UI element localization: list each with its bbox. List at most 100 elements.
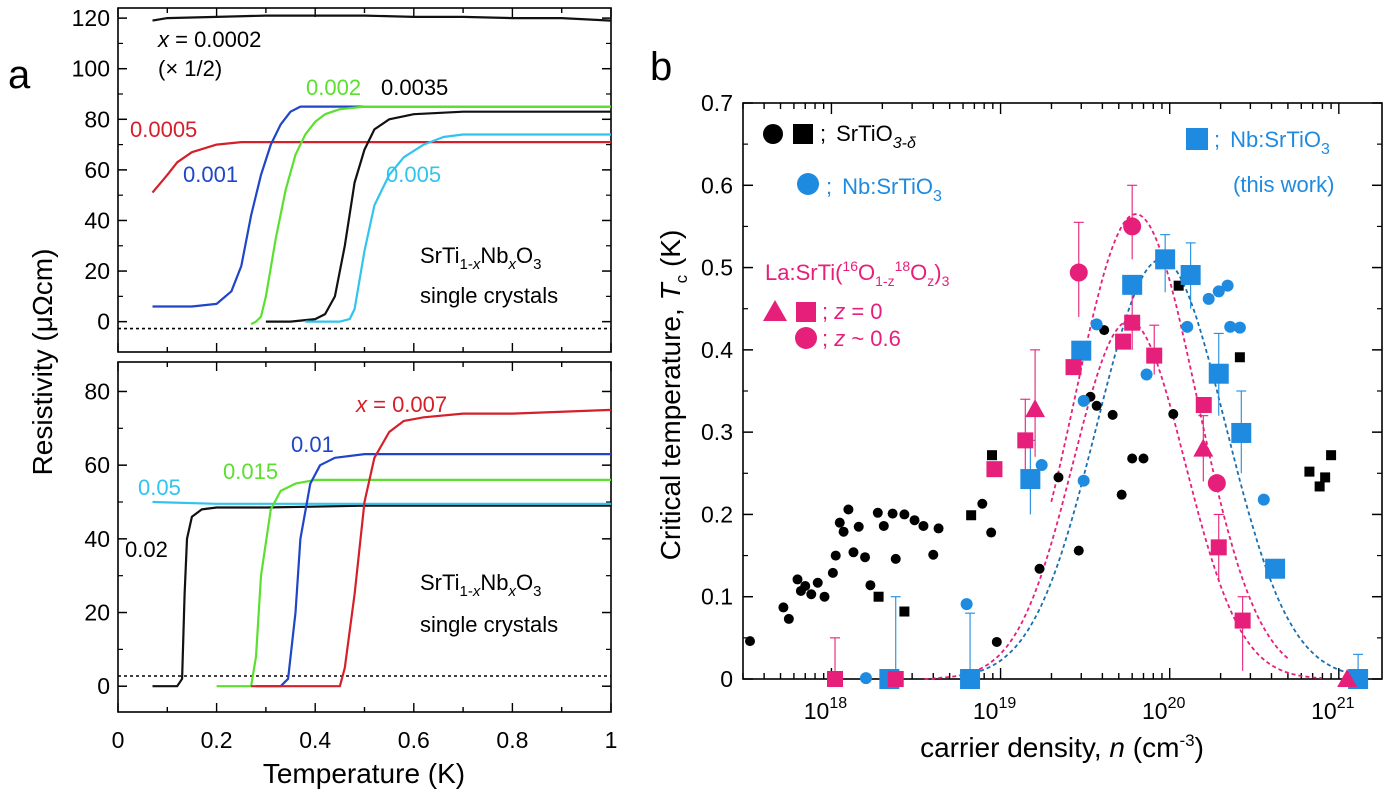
data-point-circle [890, 553, 901, 564]
data-point-square [1146, 347, 1163, 364]
data-point-circle [1099, 325, 1110, 336]
data-point-square [899, 606, 910, 617]
data-point-circle [872, 507, 883, 518]
label-001b: 0.01 [291, 432, 334, 457]
x-tick-label: 0.8 [496, 727, 528, 753]
data-point-square [1115, 333, 1132, 350]
resistivity-curve [251, 408, 612, 688]
data-point-square [966, 510, 977, 521]
sample-crystals: single crystals [420, 283, 558, 308]
y-tick-label: 0.3 [701, 419, 733, 445]
data-point-square [987, 450, 998, 461]
legend-nb: ; Nb:SrTiO3 [797, 173, 942, 205]
legend-square-marker [1186, 128, 1208, 150]
legend-la-title: La:SrTi(16O1-z18Oz)3 [765, 258, 950, 289]
data-point-circle [933, 523, 944, 534]
label-0005: 0.0005 [130, 117, 197, 142]
data-point-circle [1107, 409, 1118, 420]
data-point-circle [1207, 474, 1226, 493]
data-point-circle [830, 550, 841, 561]
data-point-circle [1233, 321, 1246, 334]
data-point-circle [1116, 489, 1127, 500]
data-point-square [1265, 558, 1286, 579]
resistivity-curve [152, 14, 612, 22]
data-point-circle [1091, 400, 1102, 411]
y-tick-label: 40 [84, 526, 110, 552]
data-point-circle [1053, 472, 1064, 483]
label-x-0007: x = 0.007 [355, 392, 447, 417]
y-tick-label: 0.4 [701, 337, 733, 363]
data-point-circle [1221, 279, 1234, 292]
legend-circle-marker [763, 124, 783, 144]
legend-srtio-label: ; SrTiO3-δ [820, 121, 917, 152]
label-005: 0.005 [386, 162, 441, 187]
data-point-circle [1140, 368, 1153, 381]
data-point-circle [1034, 563, 1045, 574]
data-point-square [1314, 481, 1325, 492]
data-point-circle [1077, 394, 1090, 407]
x-tick-label: 0 [112, 727, 125, 753]
data-point-square [1020, 469, 1041, 490]
data-point-circle [853, 521, 864, 532]
y-tick-label: 40 [84, 207, 110, 233]
x-tick-label: 1021 [1311, 695, 1354, 724]
label-001: 0.001 [183, 162, 238, 187]
legend-la-z0: ; z = 0 [763, 299, 883, 324]
resistivity-curve [152, 500, 611, 505]
data-point-circle [899, 509, 910, 520]
data-point-square [960, 669, 981, 689]
data-point-square [1173, 280, 1184, 291]
data-point-circle [819, 591, 830, 602]
data-point-square [1231, 422, 1252, 443]
legend-thiswork-line2: (this work) [1233, 172, 1334, 197]
data-point-circle [1202, 292, 1215, 305]
data-point-circle [1077, 474, 1090, 487]
data-point-circle [806, 589, 817, 600]
data-point-square [1210, 539, 1227, 556]
data-point-square [1234, 352, 1245, 363]
sample-formula: SrTi1-xNbxO3 [420, 570, 541, 600]
y-tick-label: 0.6 [701, 172, 733, 198]
data-point-circle [1181, 320, 1194, 333]
x-tick-label: 0.4 [299, 727, 331, 753]
data-point-circle [991, 636, 1002, 647]
data-point-circle [1224, 320, 1237, 333]
data-point-square [1320, 472, 1331, 483]
resistivity-curve [265, 110, 611, 323]
y-tick-label: 0.2 [701, 501, 733, 527]
b-ticks: 0 0.1 0.2 0.3 0.4 0.5 0.6 0.7 1018 1019 1020 1021 [701, 90, 1382, 724]
data-point-circle [1212, 285, 1225, 298]
a-bottom-curves [152, 408, 612, 688]
data-point-circle [778, 602, 789, 613]
b-y-axis-label: Critical temperature, Tc (K) [655, 230, 691, 561]
data-point-circle [1168, 409, 1179, 420]
data-point-circle [848, 547, 859, 558]
panel-a-bottom: 0 20 40 60 80 0 0.2 0.4 0.6 0.8 1 x = 0.007 0.01 0… [27, 249, 617, 789]
data-point-circle [834, 517, 845, 528]
data-point-circle [1090, 318, 1103, 331]
data-point-triangle [1025, 399, 1046, 418]
legend-circle-marker [797, 173, 819, 195]
data-point-square [986, 461, 1003, 478]
x-tick-label: 1 [605, 727, 618, 753]
data-point-circle [745, 636, 756, 647]
legend-srtio: ; SrTiO3-δ [763, 121, 917, 152]
y-tick-label: 60 [84, 157, 110, 183]
label-005b: 0.05 [138, 475, 181, 500]
data-point-circle [865, 580, 876, 591]
x-tick-label: 0.2 [201, 727, 233, 753]
data-point-circle [792, 574, 803, 585]
data-point-circle [1138, 453, 1149, 464]
x-tick-label: 0.6 [398, 727, 430, 753]
resistivity-curve [305, 133, 611, 323]
data-point-square [873, 591, 884, 602]
label-scale: (× 1/2) [158, 56, 222, 81]
y-tick-label: 0 [97, 309, 110, 335]
label-x-0002: x = 0.0002 [157, 27, 261, 52]
legend-z06-label: ; z ~ 0.6 [822, 326, 901, 351]
legend-thiswork-label: ; Nb:SrTiO3 [1214, 127, 1330, 158]
y-tick-label: 100 [72, 56, 110, 82]
x-tick-label: 1020 [1142, 695, 1185, 724]
data-point-circle [843, 504, 854, 515]
